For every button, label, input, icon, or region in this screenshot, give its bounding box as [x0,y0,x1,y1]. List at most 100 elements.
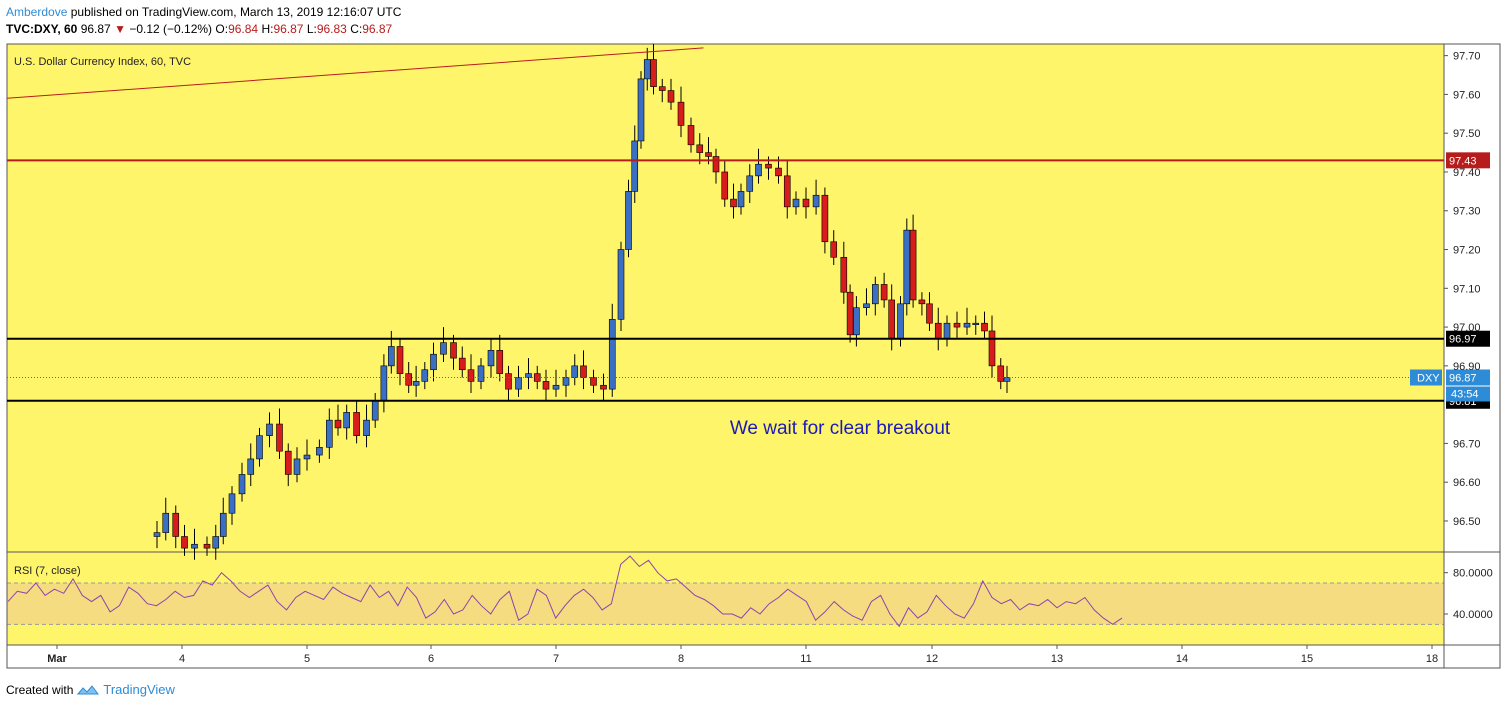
candle[interactable] [228,493,236,514]
candle[interactable] [658,86,666,91]
candle[interactable] [153,532,161,537]
candle[interactable] [953,322,961,328]
candle[interactable] [600,384,607,390]
candle[interactable] [496,350,504,374]
candle[interactable] [334,419,342,429]
candle[interactable] [926,303,933,324]
candle[interactable] [450,342,457,359]
candle[interactable] [712,156,720,173]
candle[interactable] [487,350,495,367]
candle[interactable] [542,381,550,390]
candle[interactable] [625,191,632,250]
candle[interactable] [643,59,651,80]
candle[interactable] [515,377,522,390]
candle[interactable] [256,435,263,460]
candle[interactable] [326,419,333,448]
candle[interactable] [783,175,791,208]
candle[interactable] [840,256,848,293]
candle[interactable] [830,241,838,258]
candle[interactable] [203,543,211,549]
candle[interactable] [981,322,988,332]
candle[interactable] [667,90,675,103]
candle[interactable] [440,342,447,355]
candle[interactable] [846,291,854,336]
candle[interactable] [730,198,737,208]
trend-line[interactable] [6,47,704,99]
candle[interactable] [303,454,311,460]
candle[interactable] [705,152,712,157]
candle[interactable] [219,512,227,537]
candle[interactable] [997,365,1005,382]
candle[interactable] [963,322,971,328]
candle[interactable] [284,450,292,475]
candle[interactable] [343,412,350,429]
candle[interactable] [631,140,639,192]
candle[interactable] [821,194,829,243]
candle[interactable] [316,446,323,456]
candle[interactable] [637,78,645,142]
candle[interactable] [909,229,917,301]
candle[interactable] [888,299,895,340]
candle[interactable] [505,373,512,390]
candle[interactable] [608,319,616,390]
candle[interactable] [988,330,996,367]
candle[interactable] [746,175,754,192]
candle[interactable] [396,346,404,374]
candle[interactable] [590,377,597,386]
candle[interactable] [775,167,782,177]
candle[interactable] [802,198,810,208]
candle[interactable] [477,365,485,382]
candle[interactable] [571,365,579,378]
candle[interactable] [934,322,942,340]
candle[interactable] [371,400,379,421]
candle[interactable] [1003,377,1011,382]
candle[interactable] [430,353,437,371]
candle[interactable] [525,373,532,378]
candle[interactable] [687,125,695,146]
candle[interactable] [405,373,412,386]
author-link[interactable]: Amberdove [6,5,68,19]
candle[interactable] [696,144,704,153]
candle[interactable] [617,249,625,320]
candle[interactable] [650,59,657,87]
candle[interactable] [552,384,560,390]
candle[interactable] [897,303,904,340]
candle[interactable] [765,163,772,169]
candle[interactable] [792,198,800,208]
candle[interactable] [918,299,926,305]
candle[interactable] [467,369,475,382]
candle[interactable] [181,536,188,549]
candle[interactable] [871,284,879,305]
tradingview-brand-link[interactable]: TradingView [103,682,175,697]
candle[interactable] [276,423,283,452]
candle[interactable] [737,191,745,208]
price-pane[interactable] [7,44,1444,552]
candle[interactable] [580,365,587,378]
candle[interactable] [863,303,870,308]
candle[interactable] [247,458,255,475]
candle[interactable] [412,381,420,386]
candle[interactable] [421,369,429,382]
candle[interactable] [266,423,273,436]
candle[interactable] [238,474,246,495]
candle[interactable] [972,322,980,326]
candle[interactable] [562,377,570,386]
candle[interactable] [943,322,951,340]
candle[interactable] [293,458,301,475]
candle[interactable] [363,419,370,436]
candle[interactable] [533,373,541,382]
candle[interactable] [903,229,911,305]
candle[interactable] [212,536,220,549]
candle[interactable] [172,512,180,537]
candle[interactable] [191,543,198,549]
candle[interactable] [812,194,820,208]
candle[interactable] [853,307,860,336]
candle[interactable] [458,357,466,371]
candle[interactable] [388,346,395,367]
candle[interactable] [380,365,388,402]
candle[interactable] [353,412,360,436]
candle[interactable] [755,163,762,177]
candle[interactable] [162,512,170,533]
candle[interactable] [721,171,729,200]
